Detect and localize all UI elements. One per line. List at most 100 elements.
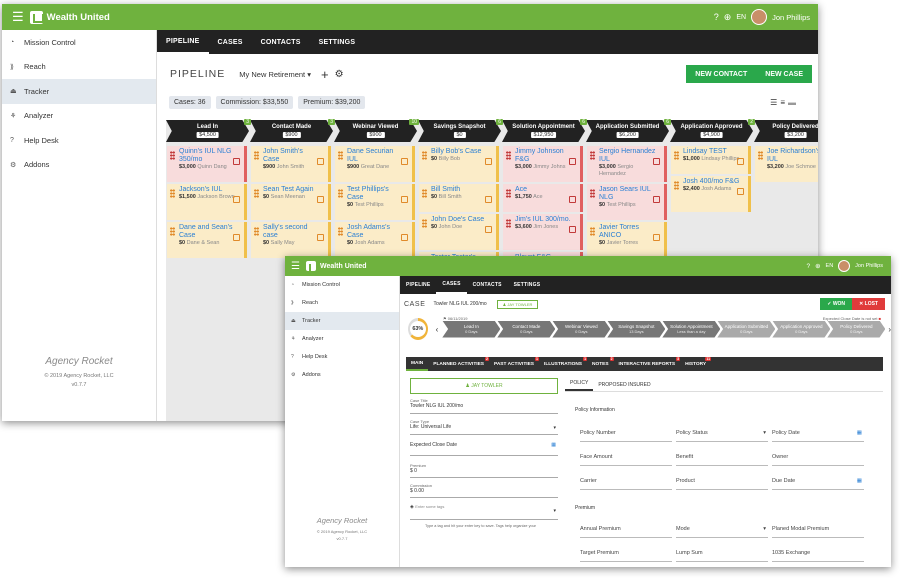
tab-contacts[interactable]: CONTACTS bbox=[260, 38, 301, 46]
policy-field[interactable]: Due Date ▦ bbox=[772, 478, 864, 490]
open-case-icon[interactable] bbox=[653, 158, 660, 165]
sidebar-item-reach[interactable]: ⟫ Reach bbox=[285, 294, 399, 312]
sidebar-item-addons[interactable]: ⚙ Addons bbox=[285, 366, 399, 384]
sidebar-item-mission-control[interactable]: ◔ Mission Control bbox=[285, 276, 399, 294]
board-view-icon[interactable]: ▬ bbox=[788, 98, 796, 107]
tab-cases[interactable]: CASES bbox=[436, 276, 467, 294]
drag-handle-icon[interactable] bbox=[422, 189, 427, 198]
open-case-icon[interactable] bbox=[317, 196, 324, 203]
case-type-field[interactable]: Case Type Life: Universal Life ▾ bbox=[410, 419, 558, 435]
premium-field[interactable]: Mode ▾ bbox=[676, 526, 768, 538]
chevron-left-icon[interactable]: ‹ bbox=[435, 324, 439, 334]
open-case-icon[interactable] bbox=[401, 234, 408, 241]
case-card[interactable]: Jackson's IUL $1,500 Jackson Brown bbox=[167, 184, 247, 220]
case-card[interactable]: Javier Torres ANICO $0 Javier Torres bbox=[587, 222, 667, 258]
policy-field[interactable]: Owner bbox=[772, 454, 864, 466]
policy-field[interactable]: Policy Number bbox=[580, 430, 672, 442]
drag-handle-icon[interactable] bbox=[422, 151, 427, 160]
calendar-icon[interactable]: ▦ bbox=[856, 430, 862, 436]
avatar[interactable] bbox=[838, 260, 851, 272]
drag-handle-icon[interactable] bbox=[254, 227, 259, 236]
open-case-icon[interactable] bbox=[485, 226, 492, 233]
help-icon[interactable]: ? bbox=[713, 12, 719, 22]
policy-field[interactable]: Benefit bbox=[676, 454, 768, 466]
open-case-icon[interactable] bbox=[233, 196, 240, 203]
policy-field[interactable]: Carrier bbox=[580, 478, 672, 490]
drag-handle-icon[interactable] bbox=[590, 151, 595, 160]
premium-field[interactable]: Premium $ 0 bbox=[410, 463, 558, 478]
pipeline-select[interactable]: My New Retirement ▾ bbox=[239, 70, 311, 79]
sidebar-item-reach[interactable]: ⟫ Reach bbox=[2, 55, 156, 80]
tab-policy[interactable]: POLICY bbox=[565, 380, 594, 391]
policy-field[interactable]: Product bbox=[676, 478, 768, 490]
drag-handle-icon[interactable] bbox=[674, 151, 679, 160]
brand-logo[interactable]: Wealth United bbox=[29, 10, 110, 24]
open-case-icon[interactable] bbox=[737, 188, 744, 195]
tags-field[interactable]: ◈ Enter some tags ▾ bbox=[410, 504, 558, 520]
tab-interactive-reports[interactable]: INTERACTIVE REPORTS 3 bbox=[614, 357, 681, 371]
premium-field[interactable]: Lump Sum bbox=[676, 550, 768, 562]
tab-settings[interactable]: SETTINGS bbox=[318, 38, 356, 46]
sidebar-item-mission-control[interactable]: ◔ Mission Control bbox=[2, 30, 156, 55]
drag-handle-icon[interactable] bbox=[590, 227, 595, 236]
case-card[interactable]: Ace $1,750 Ace bbox=[503, 184, 583, 212]
list-view-icon[interactable]: ☰ bbox=[770, 98, 778, 107]
drag-handle-icon[interactable] bbox=[170, 151, 175, 160]
avatar[interactable] bbox=[751, 9, 768, 25]
case-card[interactable]: Sergio Hernandez IUL $3,000 Sergio Hernan… bbox=[587, 146, 667, 182]
compact-view-icon[interactable]: ≡ bbox=[780, 98, 785, 107]
stage-step[interactable]: Savings Snapshot 13 Days bbox=[607, 320, 666, 338]
chevron-right-icon[interactable]: › bbox=[888, 324, 891, 334]
menu-icon[interactable]: ☰ bbox=[12, 9, 24, 24]
open-case-icon[interactable] bbox=[401, 196, 408, 203]
case-card[interactable]: Jimmy Johnson F&G $3,000 Jimmy Johns bbox=[503, 146, 583, 182]
open-case-icon[interactable] bbox=[485, 158, 492, 165]
drag-handle-icon[interactable] bbox=[674, 181, 679, 190]
stage-step[interactable]: Webinar Viewed 0 Days bbox=[552, 320, 611, 338]
new-case-button[interactable]: NEW CASE bbox=[756, 65, 812, 83]
drag-handle-icon[interactable] bbox=[590, 189, 595, 198]
tab-illustrations[interactable]: ILLUSTRATIONS 1 bbox=[539, 357, 588, 371]
open-case-icon[interactable] bbox=[569, 158, 576, 165]
open-case-icon[interactable] bbox=[653, 196, 660, 203]
globe-icon[interactable]: ⊕ bbox=[723, 11, 732, 22]
premium-field[interactable]: Annual Premium bbox=[580, 526, 672, 538]
open-case-icon[interactable] bbox=[737, 158, 744, 165]
policy-field[interactable]: Policy Status ▾ bbox=[676, 430, 768, 442]
tab-pipeline[interactable]: PIPELINE bbox=[406, 282, 431, 288]
open-case-icon[interactable] bbox=[569, 226, 576, 233]
tab-main[interactable]: MAIN bbox=[406, 357, 429, 371]
case-card[interactable]: Billy Bob's Case $0 Billy Bob bbox=[419, 146, 499, 182]
tab-proposed-insured[interactable]: PROPOSED INSURED bbox=[598, 382, 651, 388]
case-card[interactable]: Test Phillips's Case $0 Test Phillips bbox=[335, 184, 415, 220]
tab-contacts[interactable]: CONTACTS bbox=[472, 282, 502, 288]
open-case-icon[interactable] bbox=[569, 196, 576, 203]
drag-handle-icon[interactable] bbox=[506, 219, 511, 228]
case-card[interactable]: Sally's second case $0 Sally May bbox=[251, 222, 331, 258]
stage-step[interactable]: Contact Made 0 Days bbox=[497, 320, 556, 338]
calendar-icon[interactable]: ▦ bbox=[856, 478, 862, 484]
tab-past-activities[interactable]: PAST ACTIVITIES 1 bbox=[489, 357, 539, 371]
case-card[interactable]: Sean Test Again $0 Sean Meenan bbox=[251, 184, 331, 220]
case-card[interactable]: John Smith's Case $900 John Smith bbox=[251, 146, 331, 182]
language-label[interactable]: EN bbox=[736, 13, 747, 21]
premium-field[interactable]: Target Premium bbox=[580, 550, 672, 562]
drag-handle-icon[interactable] bbox=[422, 219, 427, 228]
open-case-icon[interactable] bbox=[653, 234, 660, 241]
drag-handle-icon[interactable] bbox=[338, 151, 343, 160]
help-icon[interactable]: ? bbox=[806, 262, 811, 270]
case-card[interactable]: Josh 400/mo F&G $2,400 Josh Adams bbox=[671, 176, 751, 212]
brand-logo[interactable]: Wealth United bbox=[305, 261, 367, 273]
case-card[interactable]: Lindsay TEST $1,000 Lindsay Phillips bbox=[671, 146, 751, 174]
case-card[interactable]: Quinn's IUL NLG 350/mo $3,000 Quinn Dang bbox=[167, 146, 247, 182]
tab-cases[interactable]: CASES bbox=[217, 38, 243, 46]
drag-handle-icon[interactable] bbox=[338, 189, 343, 198]
policy-field[interactable]: Policy Date ▦ bbox=[772, 430, 864, 442]
lost-button[interactable]: ✕ LOST bbox=[852, 298, 885, 310]
contact-chip[interactable]: ♟ JAY TOWLER bbox=[496, 299, 539, 309]
calendar-icon[interactable]: ▦ bbox=[551, 442, 556, 448]
case-card[interactable]: Jim's IUL 300/mo. $3,600 Jim Jones bbox=[503, 214, 583, 250]
drag-handle-icon[interactable] bbox=[506, 151, 511, 160]
drag-handle-icon[interactable] bbox=[254, 151, 259, 160]
premium-field[interactable]: Planed Modal Premium bbox=[772, 526, 864, 538]
